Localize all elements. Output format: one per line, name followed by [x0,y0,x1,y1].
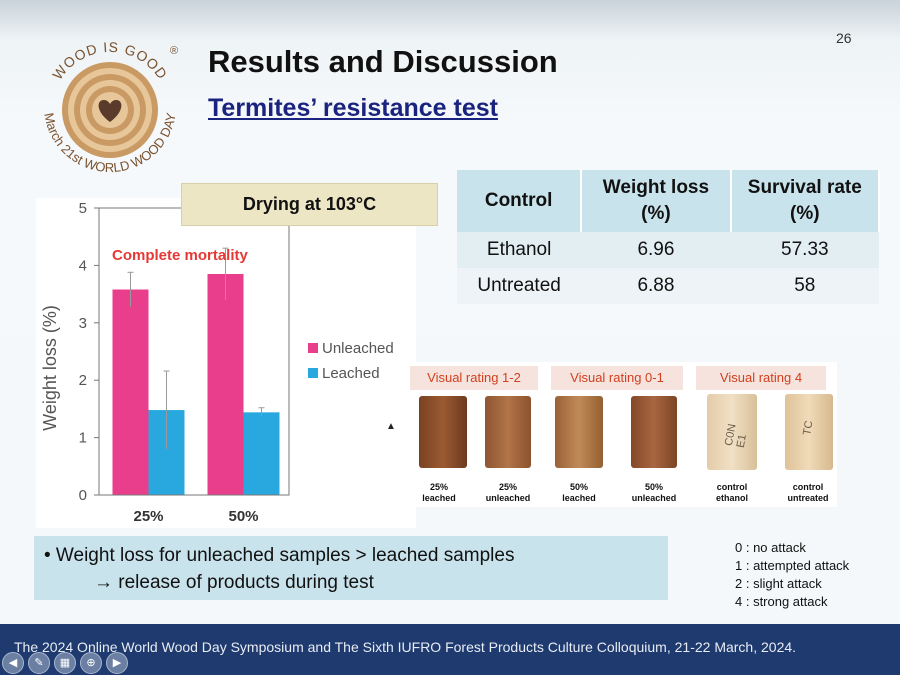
table-cell: 6.88 [581,268,731,304]
y-tick-label: 3 [79,315,87,332]
wood-sample-image: TC [785,394,833,470]
bar-unleached [207,274,244,495]
legend-swatch-unleached [308,343,318,353]
pen-icon[interactable]: ✎ [28,652,50,674]
table-header-weight-loss: Weight loss (%) [581,170,732,232]
y-tick-label: 1 [79,430,87,447]
visual-rating-label: Visual rating 4 [696,366,826,390]
wood-sample-image [555,396,603,468]
visual-rating-label: Visual rating 0-1 [551,366,683,390]
conclusion-line-1: • Weight loss for unleached samples > le… [44,545,515,566]
table-row: Untreated 6.88 58 [457,268,879,304]
wood-sample-image [419,396,467,468]
next-arrow-icon[interactable]: ▶ [106,652,128,674]
table-cell: 57.33 [730,232,879,268]
weight-loss-chart: 0 1 2 3 4 5 25% 50% Weight loss (%) Complete m… [40,200,394,525]
legend-unleached: Unleached [322,340,394,357]
slide-footer: The 2024 Online World Wood Day Symposium… [0,624,900,675]
legend-swatch-leached [308,368,318,378]
sample-caption: 50% unleached [631,482,677,503]
rating-key-item: 1 : attempted attack [735,558,850,573]
rating-key-item: 0 : no attack [735,540,806,555]
world-wood-day-logo: WOOD IS GOOD March 21st WORLD WOOD DAY ® [41,39,178,175]
slides-icon[interactable]: ▦ [54,652,76,674]
mouse-cursor-icon: ▲ [386,421,396,432]
table-cell: 6.96 [581,232,731,268]
sample-caption: 25% leached [422,482,456,503]
wood-sample-photos: Visual rating 1-2 Visual rating 0-1 Visu… [407,362,837,507]
table-row: Ethanol 6.96 57.33 [457,232,879,268]
control-results-table: Control Weight loss (%) Survival rate (%… [457,170,881,304]
table-header-control: Control [457,170,583,232]
y-tick-label: 5 [79,200,87,217]
bar-unleached [112,289,149,495]
svg-text:®: ® [170,45,178,57]
weight-loss-chart-panel: 0 1 2 3 4 5 25% 50% Weight loss (%) Complete m… [36,198,416,528]
drying-condition-label: Drying at 103°C [181,183,438,226]
conclusion-line-2: → release of products during test [94,572,374,593]
page-number: 26 [836,30,852,46]
wood-sample-image [485,396,531,468]
visual-rating-label: Visual rating 1-2 [410,366,538,390]
sample-caption: 50% leached [562,482,596,503]
prev-arrow-icon[interactable]: ◀ [2,652,24,674]
bar-leached [243,412,280,495]
y-tick-label: 4 [79,257,87,274]
wood-sample-image [631,396,677,468]
table-header-row: Control Weight loss (%) Survival rate (%… [457,170,881,232]
wood-sample-image: C0N E1 [707,394,757,470]
x-category-label: 25% [133,508,163,525]
table-cell: Untreated [457,268,582,304]
rating-key-item: 2 : slight attack [735,576,822,591]
table-header-survival-rate: Survival rate (%) [730,170,881,232]
y-tick-label: 0 [79,487,87,504]
zoom-icon[interactable]: ⊕ [80,652,102,674]
table-cell: Ethanol [457,232,582,268]
legend-leached: Leached [322,365,380,382]
table-cell: 58 [730,268,879,304]
heart-icon [98,100,122,122]
sample-caption: 25% unleached [485,482,531,503]
rating-key-item: 4 : strong attack [735,594,828,609]
sample-caption: control untreated [787,482,829,503]
sample-caption: control ethanol [715,482,748,503]
slide-title: Results and Discussion [208,44,558,79]
slide-subtitle: Termites’ resistance test [208,94,498,122]
footer-text: The 2024 Online World Wood Day Symposium… [14,639,797,655]
conclusion-box: • Weight loss for unleached samples > le… [34,536,668,600]
y-tick-label: 2 [79,372,87,389]
complete-mortality-annotation: Complete mortality [112,247,249,264]
y-axis-label: Weight loss (%) [40,305,60,431]
x-category-label: 50% [228,508,258,525]
